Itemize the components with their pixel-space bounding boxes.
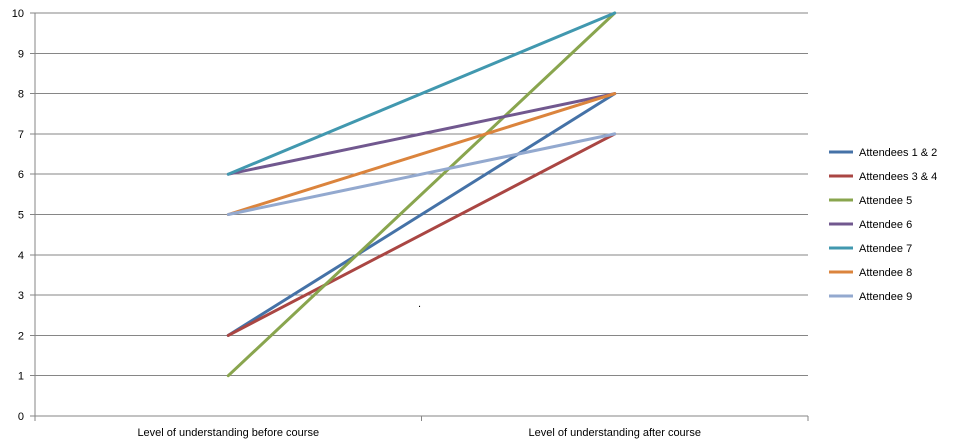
- y-tick-label: 1: [18, 371, 24, 383]
- annotations: .: [418, 298, 421, 310]
- y-tick-label: 7: [18, 129, 24, 141]
- legend-label: Attendee 8: [859, 267, 912, 279]
- x-tick-label: Level of understanding before course: [137, 427, 319, 439]
- legend-label: Attendees 3 & 4: [859, 171, 937, 183]
- y-tick-label: 2: [18, 330, 24, 342]
- annotation-mark: .: [418, 298, 421, 310]
- series-line: [226, 132, 617, 337]
- y-tick-labels: 0 1 2 3 4 5 6 7 8 9 10: [12, 8, 24, 423]
- y-tick-label: 0: [18, 411, 24, 423]
- legend-label: Attendee 9: [859, 291, 912, 303]
- axes: [30, 12, 809, 421]
- series-line: [226, 92, 617, 176]
- y-tick-label: 4: [18, 250, 24, 262]
- y-tick-label: 5: [18, 210, 24, 222]
- x-tick-labels: Level of understanding before course Leve…: [137, 427, 701, 439]
- legend-label: Attendees 1 & 2: [859, 147, 937, 159]
- y-tick-label: 8: [18, 89, 24, 101]
- series-line: [226, 92, 617, 216]
- series-lines: [226, 11, 617, 378]
- y-tick-label: 3: [18, 290, 24, 302]
- x-tick-label: Level of understanding after course: [529, 427, 701, 439]
- y-tick-label: 9: [18, 48, 24, 60]
- legend-label: Attendee 6: [859, 219, 912, 231]
- series-line: [226, 11, 617, 176]
- legend: Attendees 1 & 2 Attendees 3 & 4 Attendee 5…: [829, 147, 937, 303]
- series-line: [226, 132, 617, 216]
- y-tick-label: 10: [12, 8, 24, 20]
- legend-label: Attendee 7: [859, 243, 912, 255]
- series-line: [226, 92, 617, 337]
- legend-label: Attendee 5: [859, 195, 912, 207]
- y-tick-label: 6: [18, 169, 24, 181]
- series-line: [226, 11, 617, 378]
